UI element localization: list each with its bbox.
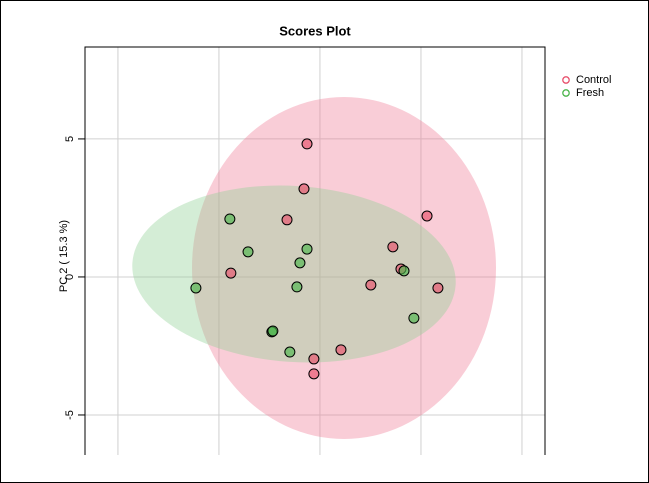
point: [291, 281, 303, 293]
point: [335, 344, 347, 356]
point: [421, 210, 433, 222]
point: [301, 138, 313, 150]
legend-marker: [562, 76, 570, 84]
y-axis-label: PC 2 ( 15.3 %): [58, 220, 70, 292]
point: [281, 214, 293, 226]
y-tick-label: 5: [64, 136, 76, 142]
point: [298, 183, 310, 195]
point: [432, 282, 444, 294]
point: [267, 325, 279, 337]
y-tick-label: 0: [64, 274, 76, 280]
point: [224, 213, 236, 225]
point: [284, 346, 296, 358]
point: [365, 279, 377, 291]
point: [408, 312, 420, 324]
point: [301, 243, 313, 255]
plot-border: [84, 46, 546, 455]
y-tick-label: -5: [64, 410, 76, 420]
plot-area: [85, 47, 545, 455]
legend-label: Control: [576, 74, 611, 86]
point: [225, 267, 237, 279]
point: [294, 257, 306, 269]
point: [308, 353, 320, 365]
fresh-ellipse: [132, 185, 456, 363]
point: [190, 282, 202, 294]
control-ellipse: [192, 97, 496, 439]
point: [387, 241, 399, 253]
legend-marker: [562, 89, 570, 97]
point: [308, 368, 320, 380]
legend-label: Fresh: [576, 87, 604, 99]
chart-title: Scores Plot: [279, 23, 351, 38]
point: [242, 246, 254, 258]
point: [398, 265, 410, 277]
